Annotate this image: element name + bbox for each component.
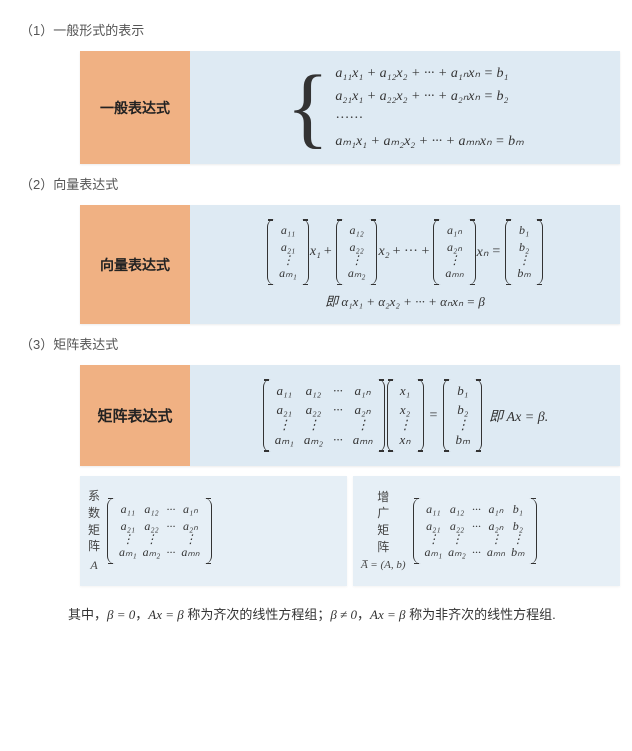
matrix-equation: a₁₁a₁₂···a₁ₙa₂₁a₂₂···a₂ₙ⋮⋮ ⋮aₘ₁aₘ₂···aₘₙ… [262,379,548,452]
matrix-tail: 即 Ax = β. [489,406,548,426]
vector-summary: 即 α₁x₁ + α₂x₂ + ··· + αₙxₙ = β [325,291,485,310]
card-vector-label: 向量表达式 [80,205,190,324]
card-vector-body: a₁₁a₂₁⋮aₘ₁ x₁ + a₁₂a₂₂⋮aₘ₂ x₂ + ··· + a₁… [190,205,620,324]
aug-label: 增 广 矩 阵 A̅ = (A, b) [361,489,406,574]
alpha1-vector: a₁₁a₂₁⋮aₘ₁ [267,219,309,285]
coef-label: 系 数 矩 阵 A [88,488,100,574]
aug-matrix-panel: 增 广 矩 阵 A̅ = (A, b) a₁₁a₁₂···a₁ₙb₁a₂₁a₂₂… [353,476,620,586]
card-matrix: 矩阵表达式 a₁₁a₁₂···a₁ₙa₂₁a₂₂···a₂ₙ⋮⋮ ⋮aₘ₁aₘ₂… [80,365,620,466]
plus-1: + [324,244,332,260]
eq-row-2: a₂₁x₁ + a₂₂x₂ + ··· + a₂ₙxₙ = b₂ [335,88,523,105]
b-vector: b₁b₂⋮bₘ [505,219,542,285]
section-3-heading: （3）矩阵表达式 [20,334,612,353]
matrix-A: a₁₁a₁₂···a₁ₙa₂₁a₂₂···a₂ₙ⋮⋮ ⋮aₘ₁aₘ₂···aₘₙ [263,379,385,452]
general-system: { a₁₁x₁ + a₁₂x₂ + ··· + a₁ₙxₙ = b₁ a₂₁x₁… [286,65,524,150]
card-matrix-body: a₁₁a₁₂···a₁ₙa₂₁a₂₂···a₂ₙ⋮⋮ ⋮aₘ₁aₘ₂···aₘₙ… [190,365,620,466]
vector-x: x₁x₂⋮xₙ [387,379,424,452]
coef-matrix: a₁₁a₁₂···a₁ₙa₂₁a₂₂···a₂ₙ⋮⋮ ⋮aₘ₁aₘ₂···aₘₙ [107,498,212,564]
card-vector: 向量表达式 a₁₁a₂₁⋮aₘ₁ x₁ + a₁₂a₂₂⋮aₘ₂ x₂ + ··… [80,205,620,324]
eq-row-1: a₁₁x₁ + a₁₂x₂ + ··· + a₁ₙxₙ = b₁ [335,65,523,82]
x1: x₁ [310,244,321,260]
eq-row-m: aₘ₁x₁ + aₘ₂x₂ + ··· + aₘₙxₙ = bₘ [335,133,523,150]
x2: x₂ [378,244,389,260]
footer-note: 其中，β = 0，Ax = β 称为齐次的线性方程组；β ≠ 0，Ax = β … [68,604,612,623]
mat-eq: = [430,408,438,424]
vector-b: b₁b₂⋮bₘ [443,379,482,452]
aug-matrix: a₁₁a₁₂···a₁ₙb₁a₂₁a₂₂···a₂ₙb₂⋮⋮ ⋮⋮aₘ₁aₘ₂·… [413,498,537,564]
card-general-label: 一般表达式 [80,51,190,164]
xn: xₙ [477,244,489,261]
dots: + ··· + [393,244,430,260]
card-general: 一般表达式 { a₁₁x₁ + a₁₂x₂ + ··· + a₁ₙxₙ = b₁… [80,51,620,164]
alpha2-vector: a₁₂a₂₂⋮aₘ₂ [336,219,378,285]
card-matrix-label: 矩阵表达式 [80,365,190,466]
section-1-heading: （1）一般形式的表示 [20,20,612,39]
card-general-body: { a₁₁x₁ + a₁₂x₂ + ··· + a₁ₙxₙ = b₁ a₂₁x₁… [190,51,620,164]
eq-row-dots: ······ [335,111,523,127]
coef-matrix-panel: 系 数 矩 阵 A a₁₁a₁₂···a₁ₙa₂₁a₂₂···a₂ₙ⋮⋮ ⋮aₘ… [80,476,347,586]
vector-equation: a₁₁a₂₁⋮aₘ₁ x₁ + a₁₂a₂₂⋮aₘ₂ x₂ + ··· + a₁… [266,219,544,285]
section-2-heading: （2）向量表达式 [20,174,612,193]
alphan-vector: a₁ₙa₂ₙ⋮aₘₙ [433,219,475,285]
sub-panels: 系 数 矩 阵 A a₁₁a₁₂···a₁ₙa₂₁a₂₂···a₂ₙ⋮⋮ ⋮aₘ… [80,476,620,586]
vec-eq: = [492,244,500,260]
